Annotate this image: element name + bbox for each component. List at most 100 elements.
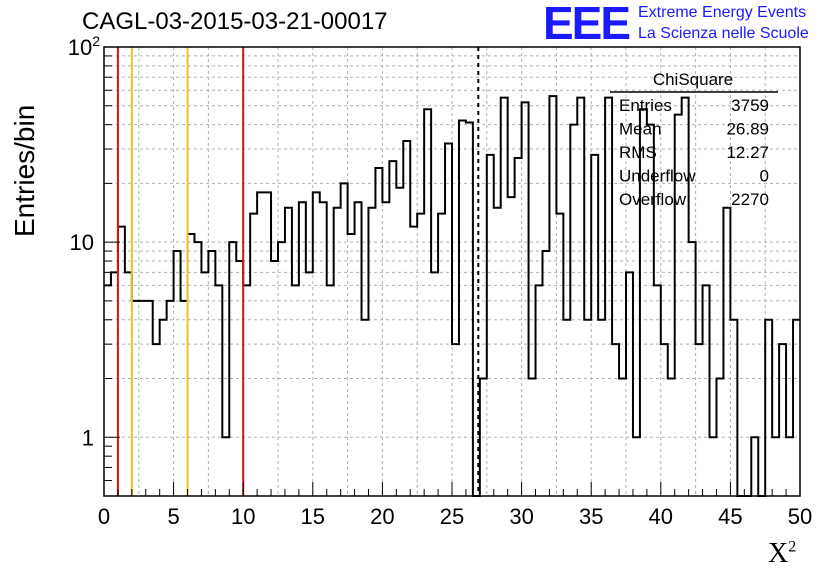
histogram-bin: [570, 125, 577, 496]
x-axis-title-text: X: [768, 538, 789, 569]
histogram-bin: [431, 272, 438, 496]
histogram-bin: [765, 320, 772, 496]
x-tick-label: 30: [509, 504, 533, 529]
histogram-bin: [424, 109, 431, 496]
chart-title: CAGL-03-2015-03-21-00017: [82, 8, 388, 35]
stats-value-mean: 26.89: [726, 120, 769, 139]
histogram-bin: [466, 123, 473, 496]
histogram-bin: [320, 202, 327, 496]
x-tick-label: 45: [718, 504, 742, 529]
stats-label-mean: Mean: [619, 120, 662, 139]
histogram-bin: [382, 202, 389, 496]
histogram-bin: [410, 227, 417, 496]
x-tick-label: 50: [788, 504, 812, 529]
histogram-bin: [779, 344, 786, 496]
histogram-bin: [167, 301, 174, 496]
histogram-bin: [793, 320, 800, 496]
histogram-bin: [292, 285, 299, 496]
stats-value-entries: 3759: [731, 96, 769, 115]
histogram-bin: [536, 285, 543, 496]
histogram-bin: [542, 251, 549, 496]
histogram-bin: [355, 202, 362, 496]
histogram-bin: [229, 242, 236, 496]
stats-value-overflow: 2270: [731, 190, 769, 209]
y-tick-label: 1: [82, 425, 94, 450]
histogram-bin: [487, 155, 494, 496]
histogram-bin: [661, 344, 668, 496]
x-tick-label: 40: [649, 504, 673, 529]
histogram-bin: [730, 320, 737, 496]
x-tick-label: 5: [167, 504, 179, 529]
x-tick-label: 15: [301, 504, 325, 529]
histogram-bin: [556, 214, 563, 496]
histogram-bin: [299, 202, 306, 496]
histogram-bin: [626, 272, 633, 496]
histogram-bin: [654, 285, 661, 496]
histogram-bin: [591, 155, 598, 496]
histogram-bin: [208, 251, 215, 496]
histogram-bin: [188, 234, 195, 496]
histogram-bin: [215, 285, 222, 496]
histogram-bin: [118, 227, 125, 496]
histogram-bin: [389, 161, 396, 496]
logo-caption-line2: La Scienza nelle Scuole: [638, 25, 809, 42]
histogram-bin: [160, 320, 167, 496]
histogram-bin: [549, 96, 556, 496]
histogram-bin: [396, 188, 403, 496]
x-tick-label: 0: [98, 504, 110, 529]
logo-caption-line1: Extreme Energy Events: [638, 4, 807, 21]
histogram-bin: [563, 320, 570, 496]
histogram-bin: [341, 183, 348, 496]
histogram-bin: [327, 285, 334, 496]
histogram-series: [104, 95, 800, 497]
y-tick-label-exponent: 2: [92, 33, 100, 49]
histogram-bin: [375, 168, 382, 496]
histogram-bin: [751, 437, 758, 496]
histogram-bin: [515, 158, 522, 496]
x-axis-title: X2: [768, 538, 796, 570]
histogram-bin: [710, 437, 717, 496]
stats-value-underflow: 0: [760, 167, 769, 186]
stats-value-rms: 12.27: [726, 143, 769, 162]
histogram-bin: [104, 285, 111, 496]
histogram-bin: [703, 285, 710, 496]
eee-logo: EEE: [543, 0, 631, 49]
stats-label-rms: RMS: [619, 143, 657, 162]
stats-label-entries: Entries: [619, 96, 672, 115]
histogram-bin: [111, 272, 118, 496]
histogram-bin: [362, 320, 369, 496]
histogram-bin: [689, 242, 696, 496]
histogram-bin: [598, 320, 605, 496]
x-tick-label: 20: [370, 504, 394, 529]
histogram-bin: [612, 344, 619, 496]
histogram-bin: [194, 242, 201, 496]
histogram-bin: [278, 242, 285, 496]
histogram-bin: [501, 98, 508, 496]
histogram-bin: [306, 272, 313, 496]
histogram-bin: [201, 272, 208, 496]
histogram-bin: [438, 214, 445, 496]
logo-caption: Extreme Energy Events La Scienza nelle S…: [638, 2, 809, 44]
x-tick-label: 10: [231, 504, 255, 529]
histogram-bin: [633, 437, 640, 496]
histogram-bin: [682, 98, 689, 496]
histogram-bin: [584, 320, 591, 496]
x-tick-label: 25: [440, 504, 464, 529]
histogram-bin: [146, 301, 153, 496]
histogram-bin: [403, 141, 410, 496]
stats-label-underflow: Underflow: [619, 167, 696, 186]
histogram-bin: [125, 272, 132, 496]
stats-label-overflow: Overflow: [619, 190, 687, 209]
histogram-bin: [139, 301, 146, 496]
histogram-bin: [250, 214, 257, 496]
histogram-bin: [459, 121, 466, 496]
histogram-bin: [153, 344, 160, 496]
histogram-bin: [772, 437, 779, 496]
stats-box-title: ChiSquare: [653, 70, 733, 89]
histogram-bin: [132, 301, 139, 496]
histogram-bin: [222, 437, 229, 496]
histogram-bin: [786, 437, 793, 496]
x-tick-label: 35: [579, 504, 603, 529]
histogram-bin: [696, 344, 703, 496]
